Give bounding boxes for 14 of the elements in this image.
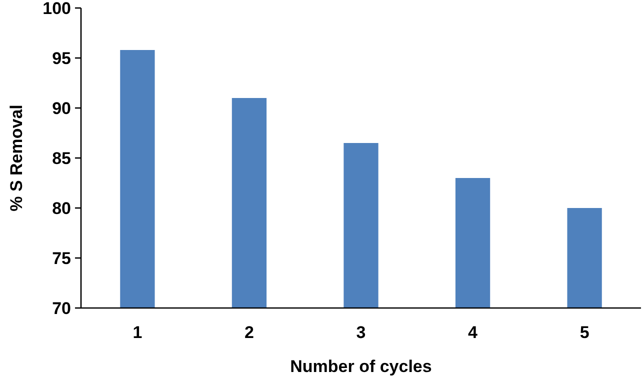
x-tick-label: 3 [356, 323, 366, 342]
y-tick-label: 85 [52, 148, 71, 168]
y-tick-label: 75 [52, 248, 71, 268]
x-tick-label: 1 [132, 323, 142, 342]
y-tick-label: 100 [42, 0, 71, 18]
x-tick-label: 5 [580, 323, 590, 342]
y-tick-label: 90 [52, 98, 71, 118]
y-tick-label: 95 [52, 48, 71, 68]
y-axis-title: % S Removal [6, 104, 26, 212]
x-tick-label: 4 [468, 323, 478, 342]
y-tick-label: 80 [52, 198, 71, 218]
x-axis-title: Number of cycles [290, 357, 432, 376]
x-tick-label: 2 [244, 323, 254, 342]
y-tick-label: 70 [52, 298, 71, 318]
